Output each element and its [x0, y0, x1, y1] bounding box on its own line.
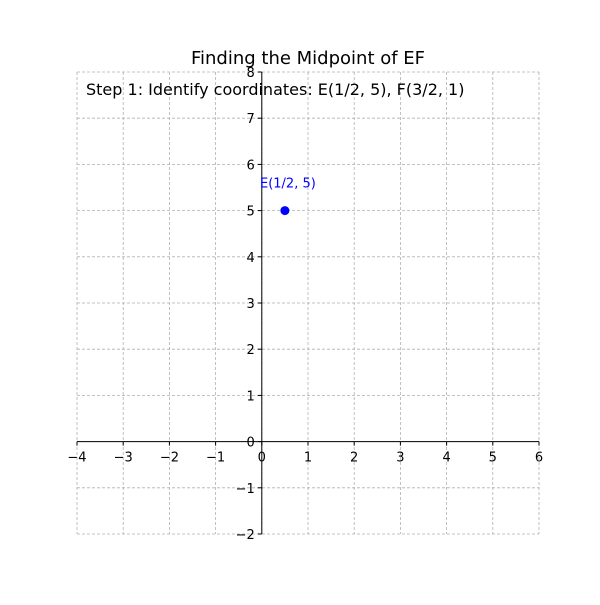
y-tick-label: 0	[247, 436, 255, 451]
x-tick-label: −3	[114, 451, 133, 466]
y-tick-label: 5	[247, 205, 255, 220]
x-tick-label: 5	[489, 451, 497, 466]
y-tick-label: −1	[236, 482, 255, 497]
x-tick-label: 2	[350, 451, 358, 466]
x-tick-label: 1	[304, 451, 312, 466]
tick-layer: −4 −3 −2 −1 0 1 2 3 4 5 6 −2 −1 0 1 2 3 4 5 6 7 8	[67, 66, 543, 543]
y-tick-label: 1	[247, 389, 255, 404]
y-tick-label: 7	[247, 112, 255, 127]
point-label: E(1/2, 5)	[260, 177, 316, 192]
y-tick-label: 6	[247, 158, 255, 173]
y-tick-label: 8	[247, 66, 255, 81]
y-tick-label: 2	[247, 343, 255, 358]
x-tick-label: 4	[442, 451, 450, 466]
x-tick-label: −1	[206, 451, 225, 466]
x-tick-label: −2	[160, 451, 179, 466]
data-point	[280, 206, 290, 216]
y-tick-label: 4	[247, 251, 255, 266]
y-tick-label: −2	[236, 528, 255, 543]
x-tick-label: 3	[396, 451, 404, 466]
y-tick-label: 3	[247, 297, 255, 312]
x-tick-label: 6	[535, 451, 543, 466]
point-layer: E(1/2, 5)	[260, 177, 316, 216]
chart-title: Finding the Midpoint of EF	[191, 48, 425, 69]
x-tick-label: −4	[67, 451, 86, 466]
x-tick-label: 0	[258, 451, 266, 466]
step-annotation: Step 1: Identify coordinates: E(1/2, 5),…	[86, 80, 464, 99]
